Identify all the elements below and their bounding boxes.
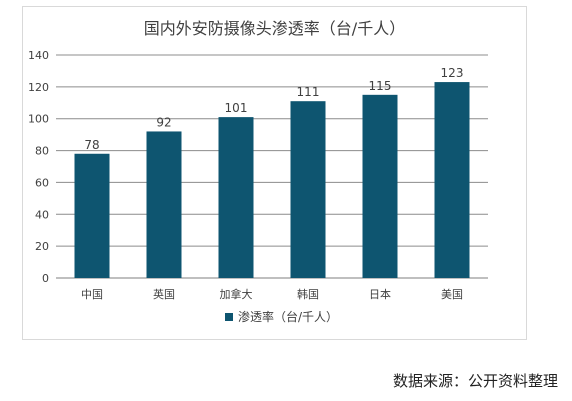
bar-chart: 0 20 40 60 80 100 120 140 78 中国 92 英国 101 加拿大 111 韩国 115… xyxy=(28,49,488,324)
y-tick-label: 140 xyxy=(28,49,49,62)
bar xyxy=(146,131,182,278)
chart-frame: 国内外安防摄像头渗透率（台/千人） 0 20 40 60 80 100 120 140 78 中国… xyxy=(22,6,527,340)
y-tick-label: 40 xyxy=(35,208,49,221)
y-tick-label: 120 xyxy=(28,81,49,94)
y-tick-label: 100 xyxy=(28,113,49,126)
bar xyxy=(74,153,110,278)
y-tick-label: 80 xyxy=(35,145,49,158)
legend-swatch xyxy=(225,313,233,321)
data-label: 111 xyxy=(297,85,320,99)
chart-title: 国内外安防摄像头渗透率（台/千人） xyxy=(143,19,406,38)
x-tick-label: 韩国 xyxy=(297,287,319,301)
data-label: 101 xyxy=(225,101,248,115)
x-tick-label: 英国 xyxy=(153,287,175,301)
y-tick-label: 20 xyxy=(35,240,49,253)
y-tick-label: 60 xyxy=(35,176,49,189)
bar xyxy=(290,101,326,278)
data-label: 123 xyxy=(441,66,464,80)
bar xyxy=(218,117,254,278)
x-tick-label: 美国 xyxy=(441,288,463,301)
data-source-note: 数据来源：公开资料整理 xyxy=(392,372,558,390)
data-label: 92 xyxy=(156,115,171,129)
data-label: 78 xyxy=(84,138,99,152)
data-label: 115 xyxy=(369,79,392,93)
bar xyxy=(434,82,470,278)
x-tick-label: 加拿大 xyxy=(220,287,253,301)
x-tick-label: 日本 xyxy=(369,287,391,301)
y-tick-label: 0 xyxy=(42,272,49,285)
bar xyxy=(362,94,398,278)
x-tick-label: 中国 xyxy=(81,288,103,301)
legend-label: 渗透率（台/千人） xyxy=(238,309,338,324)
